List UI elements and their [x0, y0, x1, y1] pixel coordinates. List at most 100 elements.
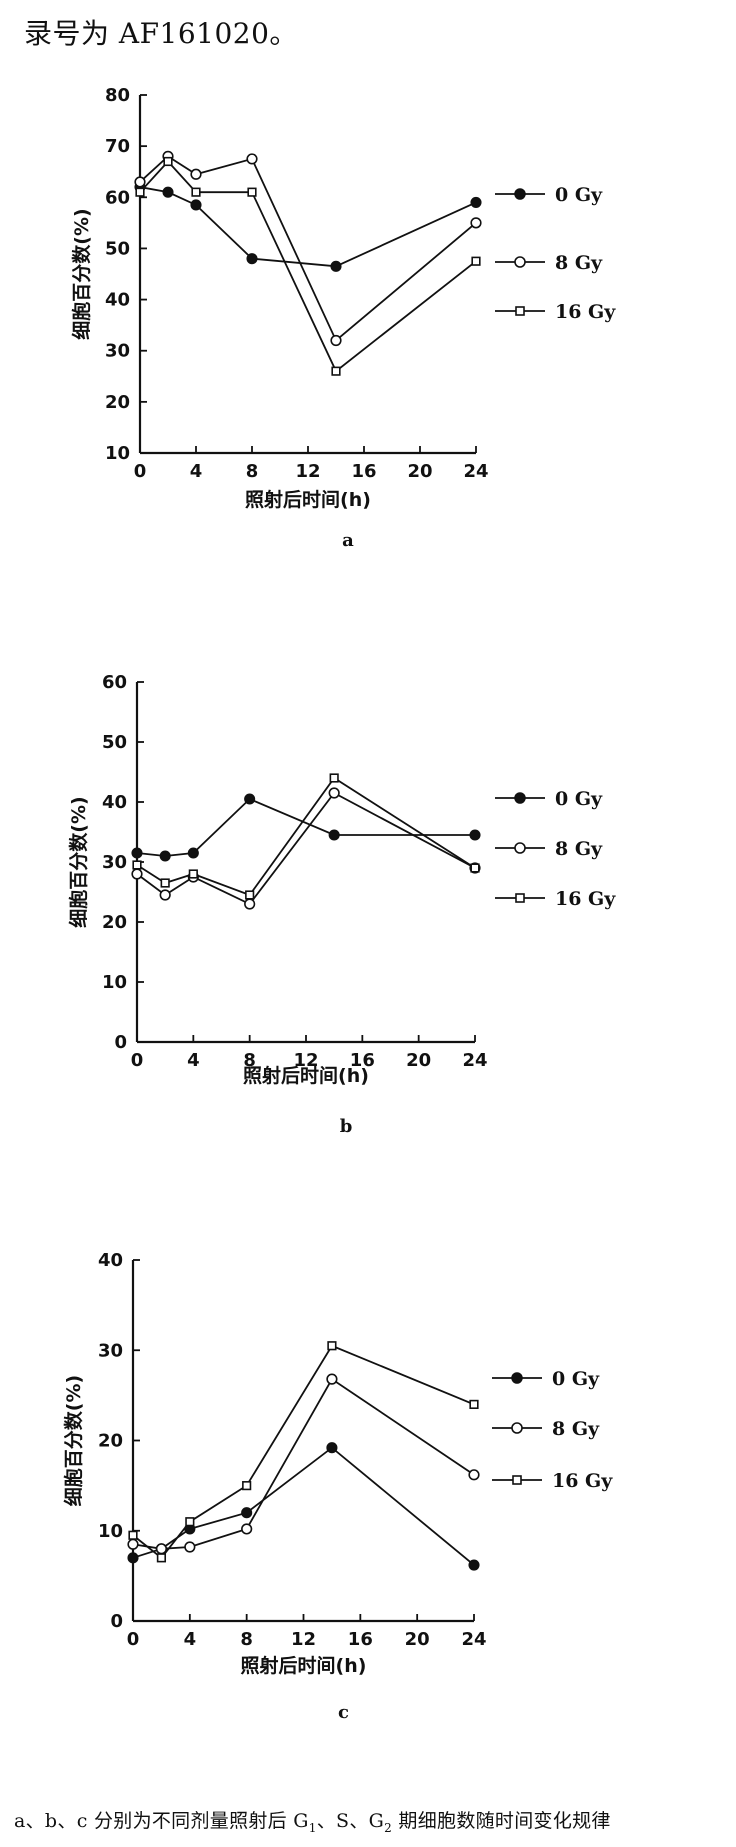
x-tick-label: 12	[293, 1050, 318, 1071]
legend-label: 8 Gy	[552, 1418, 600, 1440]
y-tick-label: 0	[114, 1032, 127, 1053]
legend-label: 0 Gy	[555, 788, 603, 810]
y-axis-title: 细胞百分数(%)	[62, 1375, 85, 1506]
y-tick-label: 20	[105, 392, 130, 413]
data-point	[241, 1523, 253, 1535]
data-point	[159, 889, 171, 901]
x-tick-label: 0	[134, 461, 147, 482]
data-point	[190, 168, 202, 180]
x-tick-label: 4	[190, 461, 203, 482]
data-point	[127, 1538, 139, 1550]
legend-label: 16 Gy	[555, 301, 616, 323]
y-tick-label: 10	[105, 443, 130, 464]
series-line-0-Gy	[139, 186, 477, 268]
y-tick-label: 80	[105, 85, 130, 106]
series-line-0-Gy	[136, 797, 475, 857]
caption-text-mid: 、S、G	[316, 1810, 385, 1832]
data-point	[160, 878, 170, 888]
legend-marker	[515, 893, 525, 903]
data-point	[156, 1553, 167, 1563]
header-text: 录号为 AF161020。	[24, 17, 298, 50]
x-tick-label: 4	[187, 1050, 200, 1071]
data-point	[245, 890, 255, 900]
y-tick-label: 10	[102, 972, 127, 993]
y-tick-label: 60	[102, 672, 127, 693]
series-line-16-Gy	[139, 160, 477, 373]
chart-a: 10 20 30 40 50 60 70 80 0 4 8 12 16 20 24 照射后时间(h) 细胞百分数…	[0, 70, 736, 580]
data-point	[326, 1373, 338, 1385]
data-point	[188, 869, 198, 879]
y-tick-label: 30	[98, 1340, 123, 1361]
legend-label: 16 Gy	[555, 888, 616, 910]
data-point	[185, 1517, 195, 1527]
y-tick-label: 50	[105, 238, 130, 259]
y-tick-label: 50	[102, 732, 127, 753]
x-tick-label: 24	[463, 461, 488, 482]
data-point	[131, 847, 143, 859]
data-point	[246, 153, 258, 165]
data-point	[134, 176, 146, 188]
data-point	[162, 186, 174, 198]
panel-label: a	[342, 530, 354, 551]
x-tick-label: 24	[461, 1629, 486, 1650]
data-point	[128, 1530, 138, 1540]
legend-label: 8 Gy	[555, 252, 603, 274]
series-line-8-Gy	[139, 155, 477, 342]
data-point	[468, 1469, 480, 1481]
data-point	[191, 187, 201, 197]
x-tick-label: 12	[291, 1629, 316, 1650]
x-tick-label: 8	[246, 461, 259, 482]
x-tick-label: 16	[350, 1050, 375, 1071]
legend-marker	[514, 792, 526, 804]
x-tick-label: 0	[127, 1629, 140, 1650]
data-point	[187, 847, 199, 859]
chart-svg: 10 20 30 40 50 60 70 80 0 4 8 12 16 20 24 照射后时间(h) 细胞百分数…	[70, 85, 616, 551]
y-tick-label: 0	[110, 1611, 123, 1632]
y-tick-label: 30	[102, 852, 127, 873]
legend-label: 0 Gy	[552, 1368, 600, 1390]
data-point	[469, 1399, 479, 1410]
x-tick-label: 0	[131, 1050, 144, 1071]
x-tick-label: 20	[407, 461, 432, 482]
x-axis-title: 照射后时间(h)	[243, 1064, 369, 1087]
y-axis-title: 细胞百分数(%)	[67, 796, 90, 927]
data-point	[326, 1442, 338, 1454]
y-tick-label: 60	[105, 187, 130, 208]
x-tick-label: 8	[243, 1050, 256, 1071]
legend-marker	[512, 1475, 522, 1485]
data-point	[244, 793, 256, 805]
y-tick-label: 70	[105, 136, 130, 157]
y-tick-label: 40	[105, 290, 130, 311]
data-point	[331, 366, 341, 376]
data-point	[470, 863, 480, 873]
data-point	[163, 156, 173, 167]
data-point	[184, 1541, 196, 1553]
data-point	[330, 334, 342, 347]
data-point	[328, 787, 340, 799]
y-axis-title: 细胞百分数(%)	[70, 208, 93, 339]
legend-marker	[511, 1372, 523, 1384]
x-tick-label: 16	[348, 1629, 373, 1650]
series-line-8-Gy	[136, 791, 476, 906]
series-line-16-Gy	[136, 776, 476, 897]
data-point	[330, 260, 342, 272]
x-tick-label: 20	[406, 1050, 431, 1071]
legend-marker	[515, 306, 525, 316]
legend-marker	[514, 188, 526, 200]
data-point	[470, 217, 482, 229]
data-point	[242, 1481, 252, 1491]
data-point	[329, 773, 339, 783]
x-axis-title: 照射后时间(h)	[245, 488, 371, 511]
data-point	[190, 199, 202, 211]
y-tick-label: 30	[105, 341, 130, 362]
legend-marker	[511, 1422, 523, 1434]
y-tick-label: 20	[102, 912, 127, 933]
data-point	[131, 868, 143, 880]
caption-subscript-1: 1	[308, 1820, 317, 1835]
y-tick-label: 20	[98, 1431, 123, 1452]
caption-text-before: a、b、c 分别为不同剂量照射后 G	[14, 1810, 309, 1832]
x-tick-label: 8	[240, 1629, 253, 1650]
x-axis-title: 照射后时间(h)	[241, 1654, 367, 1677]
data-point	[246, 253, 258, 265]
chart-c: 0 10 20 30 40 0 4 8 12 16 20 24 照射后时间(h) 细胞百分数(%) c 0 G…	[0, 1250, 736, 1795]
